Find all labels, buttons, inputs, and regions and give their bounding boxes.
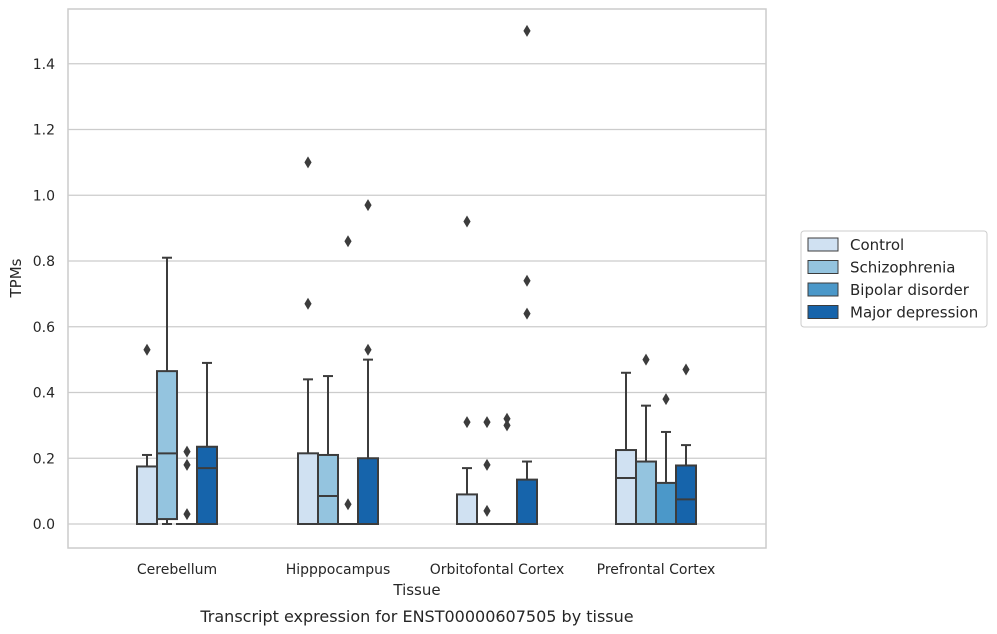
iqr-box (317, 453, 339, 525)
iqr-box (297, 452, 319, 526)
x-tick-label: Hipppocampus (286, 562, 391, 578)
iqr-box (456, 493, 478, 526)
box-major-depression (357, 199, 379, 525)
legend-swatch (807, 260, 839, 274)
x-axis: Cerebellum Hipppocampus Orbitofontal Corte… (137, 562, 715, 578)
x-tick-label: Prefrontal Cortex (597, 562, 716, 578)
iqr-box (655, 481, 677, 525)
box-control (456, 215, 478, 526)
box-bipolar-disorder (176, 445, 198, 526)
grid-lines (68, 63, 766, 525)
outlier-point (183, 508, 191, 521)
outlier-point (503, 412, 511, 425)
y-tick-label: 0.2 (33, 451, 55, 467)
y-tick-label: 0.4 (33, 386, 55, 402)
box-schizophrenia (317, 375, 339, 525)
legend-swatch (807, 305, 839, 319)
y-axis: 0.0 0.2 0.4 0.6 0.8 1.0 1.2 1.4 (33, 57, 55, 533)
legend-label: Bipolar disorder (850, 281, 970, 299)
outlier-point (523, 307, 531, 320)
iqr-box (635, 460, 657, 526)
y-tick-label: 0.0 (33, 517, 55, 533)
iqr-box (156, 370, 178, 521)
box-schizophrenia (476, 416, 498, 526)
box-control (136, 343, 158, 525)
outlier-point (344, 498, 352, 511)
legend-swatch (807, 282, 839, 297)
x-axis-title: Tissue (392, 581, 440, 599)
outlier-point (483, 416, 491, 429)
legend: Control Schizophrenia Bipolar disorder Majo… (800, 230, 988, 328)
plot-area (136, 24, 697, 526)
y-tick-label: 0.8 (33, 254, 55, 270)
outlier-point (523, 24, 531, 37)
y-tick-label: 0.6 (33, 320, 55, 336)
x-tick-label: Orbitofontal Cortex (430, 562, 565, 578)
outlier-point (483, 458, 491, 471)
iqr-box (196, 445, 218, 525)
y-tick-label: 1.4 (33, 57, 55, 73)
x-tick-label: Cerebellum (137, 562, 217, 578)
outlier-point (183, 458, 191, 471)
box-schizophrenia (635, 353, 657, 526)
legend-label: Major depression (850, 304, 978, 322)
y-tick-label: 1.2 (33, 123, 55, 139)
legend-frame (800, 230, 988, 328)
outlier-point (463, 416, 471, 429)
box-bipolar-disorder (496, 412, 518, 526)
outlier-point (523, 274, 531, 287)
outlier-point (183, 445, 191, 458)
legend-label: Schizophrenia (850, 259, 955, 277)
outlier-point (143, 343, 151, 356)
outlier-point (304, 297, 312, 310)
box-control (615, 371, 637, 525)
iqr-box (516, 478, 538, 525)
plot-frame (67, 8, 767, 549)
outlier-point (503, 419, 511, 432)
outlier-point (682, 363, 690, 376)
outlier-point (483, 504, 491, 517)
outlier-point (662, 393, 670, 406)
y-tick-label: 1.0 (33, 188, 55, 204)
iqr-box (357, 457, 379, 525)
iqr-box (675, 464, 697, 526)
legend-swatch (807, 237, 839, 252)
legend-label: Control (850, 236, 904, 254)
iqr-box (615, 449, 637, 525)
outlier-point (304, 156, 312, 169)
box-major-depression (516, 24, 538, 525)
iqr-box (136, 465, 158, 525)
chart-caption: Transcript expression for ENST0000060750… (199, 607, 633, 626)
box-bipolar-disorder (337, 235, 359, 526)
outlier-point (463, 215, 471, 228)
outlier-point (642, 353, 650, 366)
outlier-point (344, 235, 352, 248)
box-schizophrenia (156, 256, 178, 525)
box-control (297, 156, 319, 526)
box-major-depression (196, 361, 218, 525)
y-axis-title: TPMs (7, 258, 25, 298)
box-major-depression (675, 363, 697, 526)
outlier-point (364, 343, 372, 356)
outlier-point (364, 199, 372, 212)
